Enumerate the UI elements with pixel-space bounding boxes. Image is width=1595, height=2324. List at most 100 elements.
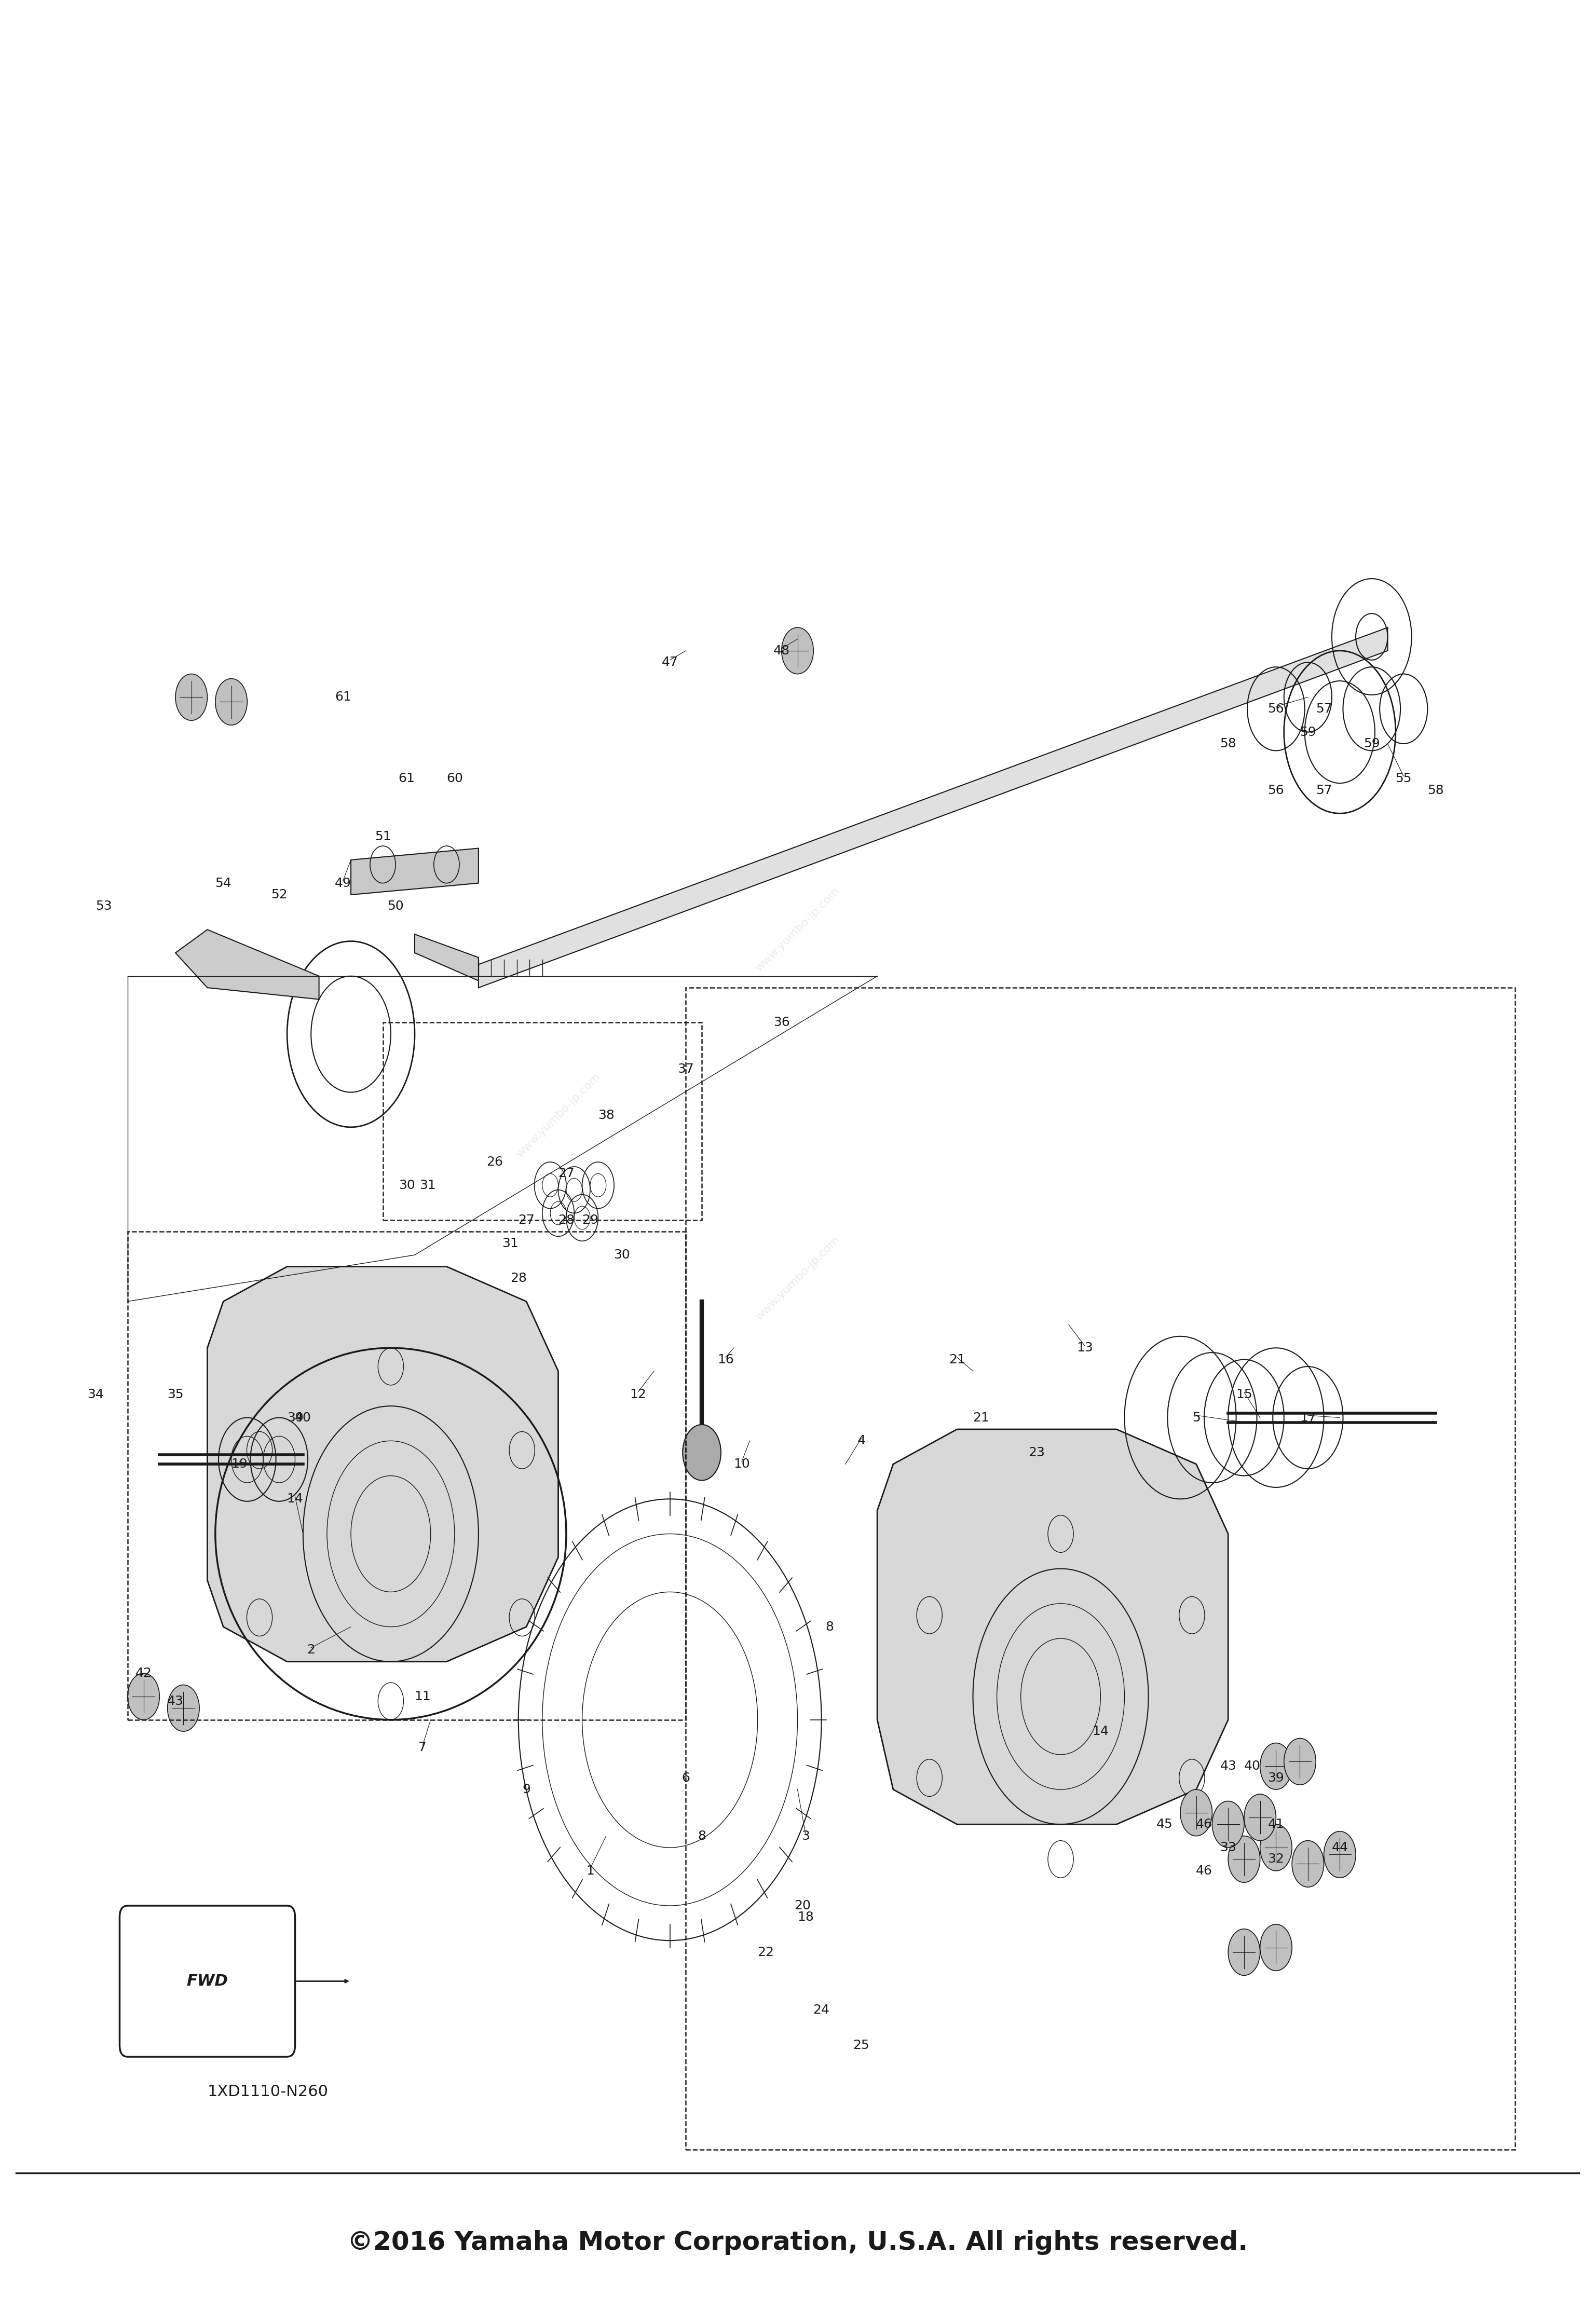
Text: 57: 57: [1316, 783, 1332, 797]
Text: 36: 36: [774, 1016, 790, 1030]
Polygon shape: [207, 1267, 558, 1662]
Text: 58: 58: [1428, 783, 1443, 797]
Text: 7: 7: [418, 1741, 427, 1755]
Text: 52: 52: [271, 888, 287, 902]
Text: 44: 44: [1332, 1841, 1348, 1855]
Text: 54: 54: [215, 876, 231, 890]
Text: 10: 10: [734, 1457, 750, 1471]
Circle shape: [1284, 1738, 1316, 1785]
Text: 22: 22: [758, 1945, 774, 1959]
Circle shape: [1260, 1824, 1292, 1871]
Text: 1: 1: [585, 1864, 595, 1878]
Text: 2: 2: [306, 1643, 316, 1657]
Text: 58: 58: [1220, 737, 1236, 751]
Text: 6: 6: [681, 1771, 691, 1785]
Text: 57: 57: [1316, 702, 1332, 716]
Circle shape: [683, 1425, 721, 1480]
Text: 25: 25: [853, 2038, 869, 2052]
Circle shape: [1212, 1801, 1244, 1848]
Text: 46: 46: [1196, 1817, 1212, 1831]
Circle shape: [128, 1673, 160, 1720]
Polygon shape: [415, 934, 478, 981]
Text: 45: 45: [1156, 1817, 1172, 1831]
Text: 55: 55: [1396, 772, 1412, 786]
Text: 61: 61: [399, 772, 415, 786]
Text: 27: 27: [518, 1213, 534, 1227]
Text: 50: 50: [388, 899, 404, 913]
Text: 43: 43: [1220, 1759, 1236, 1773]
Text: www.yumbo-jp.com: www.yumbo-jp.com: [753, 1234, 842, 1322]
Text: 12: 12: [630, 1387, 646, 1401]
Text: 39: 39: [1268, 1771, 1284, 1785]
Text: 21: 21: [973, 1411, 989, 1425]
Text: 13: 13: [1077, 1341, 1093, 1355]
Circle shape: [1324, 1831, 1356, 1878]
Text: 23: 23: [1029, 1446, 1045, 1459]
Text: 1XD1110-N260: 1XD1110-N260: [207, 2085, 329, 2099]
Circle shape: [1228, 1836, 1260, 1882]
Circle shape: [782, 627, 813, 674]
Text: 24: 24: [813, 2003, 829, 2017]
Polygon shape: [478, 627, 1388, 988]
Text: 59: 59: [1364, 737, 1380, 751]
Text: 56: 56: [1268, 783, 1284, 797]
Polygon shape: [877, 1429, 1228, 1824]
Text: ©2016 Yamaha Motor Corporation, U.S.A. All rights reserved.: ©2016 Yamaha Motor Corporation, U.S.A. A…: [348, 2231, 1247, 2254]
Text: 19: 19: [231, 1457, 247, 1471]
FancyBboxPatch shape: [120, 1906, 295, 2057]
Text: 15: 15: [1236, 1387, 1252, 1401]
Text: 35: 35: [167, 1387, 183, 1401]
Text: 14: 14: [287, 1492, 303, 1506]
Text: 51: 51: [375, 830, 391, 844]
Text: 61: 61: [335, 690, 351, 704]
Text: 31: 31: [419, 1178, 435, 1192]
Text: 43: 43: [167, 1694, 183, 1708]
Circle shape: [175, 674, 207, 720]
Text: 48: 48: [774, 644, 790, 658]
Text: 40: 40: [1244, 1759, 1260, 1773]
Text: 11: 11: [415, 1690, 431, 1703]
Text: 28: 28: [558, 1213, 574, 1227]
Text: 31: 31: [502, 1236, 518, 1250]
Text: www.yumbo-jp.com: www.yumbo-jp.com: [753, 885, 842, 974]
Text: 41: 41: [1268, 1817, 1284, 1831]
Text: 30: 30: [614, 1248, 630, 1262]
Text: 8: 8: [825, 1620, 834, 1634]
Circle shape: [1292, 1841, 1324, 1887]
Text: 59: 59: [1300, 725, 1316, 739]
Text: 53: 53: [96, 899, 112, 913]
Text: 38: 38: [598, 1109, 614, 1122]
Text: 42: 42: [136, 1666, 152, 1680]
Circle shape: [1260, 1924, 1292, 1971]
Text: 33: 33: [1220, 1841, 1236, 1855]
Text: 21: 21: [949, 1353, 965, 1367]
Text: 39: 39: [287, 1411, 303, 1425]
Text: 20: 20: [794, 1899, 810, 1913]
Text: 5: 5: [1191, 1411, 1201, 1425]
Text: 28: 28: [510, 1271, 526, 1285]
Text: 8: 8: [697, 1829, 707, 1843]
Text: FWD: FWD: [187, 1973, 228, 1989]
Circle shape: [1180, 1789, 1212, 1836]
Polygon shape: [351, 848, 479, 895]
Circle shape: [1260, 1743, 1292, 1789]
Text: www.yumbo-jp.com: www.yumbo-jp.com: [514, 1071, 603, 1160]
Text: 29: 29: [582, 1213, 598, 1227]
Text: 34: 34: [88, 1387, 104, 1401]
Text: 17: 17: [1300, 1411, 1316, 1425]
Circle shape: [1228, 1929, 1260, 1975]
Text: 16: 16: [718, 1353, 734, 1367]
Text: 40: 40: [295, 1411, 311, 1425]
Circle shape: [215, 679, 247, 725]
Text: 3: 3: [801, 1829, 810, 1843]
Text: 49: 49: [335, 876, 351, 890]
Text: 18: 18: [798, 1910, 813, 1924]
Text: 47: 47: [662, 655, 678, 669]
Text: 26: 26: [486, 1155, 502, 1169]
Text: 4: 4: [857, 1434, 866, 1448]
Circle shape: [1244, 1794, 1276, 1841]
Text: 32: 32: [1268, 1852, 1284, 1866]
Text: 60: 60: [447, 772, 463, 786]
Text: 30: 30: [399, 1178, 415, 1192]
Text: 37: 37: [678, 1062, 694, 1076]
